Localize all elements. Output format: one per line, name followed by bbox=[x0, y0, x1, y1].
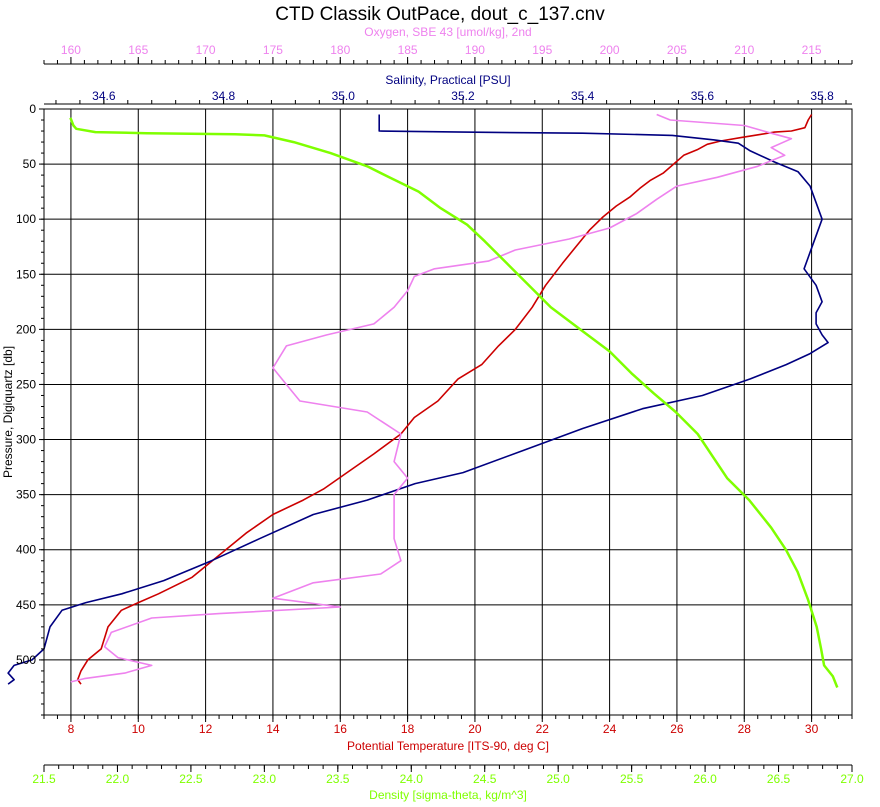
density-tick-label: 21.5 bbox=[32, 772, 56, 786]
series-line-oxygen bbox=[70, 113, 793, 683]
density-tick-label: 26.0 bbox=[693, 772, 717, 786]
y-axis-tick-label: 400 bbox=[16, 543, 36, 557]
density-tick-label: 23.5 bbox=[326, 772, 350, 786]
series-line-temperature bbox=[76, 114, 813, 685]
salinity-tick-label: 35.6 bbox=[691, 89, 715, 103]
y-axis-tick-label: 0 bbox=[29, 102, 36, 116]
oxygen-tick-label: 205 bbox=[667, 43, 687, 57]
temperature-tick-label: 14 bbox=[266, 722, 280, 736]
density-tick-label: 27.0 bbox=[840, 772, 864, 786]
series-line-salinity bbox=[7, 114, 829, 685]
salinity-tick-label: 34.8 bbox=[212, 89, 236, 103]
density-tick-label: 26.5 bbox=[767, 772, 791, 786]
density-tick-label: 22.5 bbox=[179, 772, 203, 786]
oxygen-tick-label: 215 bbox=[802, 43, 822, 57]
series-line-density bbox=[69, 117, 839, 688]
oxygen-tick-label: 200 bbox=[600, 43, 620, 57]
temperature-axis-title: Potential Temperature [ITS-90, deg C] bbox=[347, 739, 549, 753]
density-tick-label: 25.0 bbox=[547, 772, 571, 786]
y-axis-title: Pressure, Digiquartz [db] bbox=[1, 346, 15, 478]
temperature-tick-label: 24 bbox=[603, 722, 617, 736]
y-axis-tick-label: 100 bbox=[16, 212, 36, 226]
temperature-tick-label: 26 bbox=[670, 722, 684, 736]
oxygen-tick-label: 180 bbox=[330, 43, 350, 57]
temperature-tick-label: 22 bbox=[536, 722, 550, 736]
oxygen-axis-title: Oxygen, SBE 43 [umol/kg], 2nd bbox=[364, 25, 531, 39]
y-axis-tick-label: 200 bbox=[16, 322, 36, 336]
density-tick-label: 23.0 bbox=[253, 772, 277, 786]
y-axis-tick-label: 350 bbox=[16, 488, 36, 502]
oxygen-tick-label: 175 bbox=[263, 43, 283, 57]
temperature-tick-label: 8 bbox=[68, 722, 75, 736]
axes-layer: 0 50 100 150 200 250 300 350 400 450 500 Pressure, … bbox=[1, 25, 864, 802]
salinity-tick-label: 35.2 bbox=[451, 89, 475, 103]
oxygen-tick-label: 165 bbox=[128, 43, 148, 57]
oxygen-tick-label: 195 bbox=[532, 43, 552, 57]
oxygen-tick-label: 160 bbox=[61, 43, 81, 57]
y-axis-tick-label: 150 bbox=[16, 267, 36, 281]
y-axis-tick-label: 450 bbox=[16, 598, 36, 612]
temperature-tick-label: 28 bbox=[738, 722, 752, 736]
salinity-tick-label: 35.8 bbox=[810, 89, 834, 103]
density-tick-label: 22.0 bbox=[106, 772, 130, 786]
temperature-tick-label: 18 bbox=[401, 722, 415, 736]
y-axis-tick-label: 500 bbox=[16, 653, 36, 667]
density-axis-title: Density [sigma-theta, kg/m^3] bbox=[369, 788, 527, 802]
temperature-tick-label: 20 bbox=[468, 722, 482, 736]
oxygen-tick-label: 210 bbox=[734, 43, 754, 57]
chart-title: CTD Classik OutPace, dout_c_137.cnv bbox=[275, 4, 605, 25]
density-tick-label: 24.0 bbox=[400, 772, 424, 786]
temperature-tick-label: 30 bbox=[805, 722, 819, 736]
density-tick-label: 25.5 bbox=[620, 772, 644, 786]
density-tick-label: 24.5 bbox=[473, 772, 497, 786]
salinity-tick-label: 35.4 bbox=[571, 89, 595, 103]
y-axis-tick-label: 250 bbox=[16, 377, 36, 391]
series-layer bbox=[7, 113, 839, 688]
y-axis-tick-label: 300 bbox=[16, 433, 36, 447]
oxygen-tick-label: 185 bbox=[398, 43, 418, 57]
temperature-tick-label: 16 bbox=[334, 722, 348, 736]
oxygen-tick-label: 170 bbox=[196, 43, 216, 57]
oxygen-tick-label: 190 bbox=[465, 43, 485, 57]
temperature-tick-label: 12 bbox=[199, 722, 213, 736]
salinity-tick-label: 34.6 bbox=[92, 89, 116, 103]
salinity-axis-title: Salinity, Practical [PSU] bbox=[385, 73, 510, 87]
salinity-tick-label: 35.0 bbox=[332, 89, 356, 103]
temperature-tick-label: 10 bbox=[132, 722, 146, 736]
y-axis-tick-label: 50 bbox=[23, 157, 37, 171]
